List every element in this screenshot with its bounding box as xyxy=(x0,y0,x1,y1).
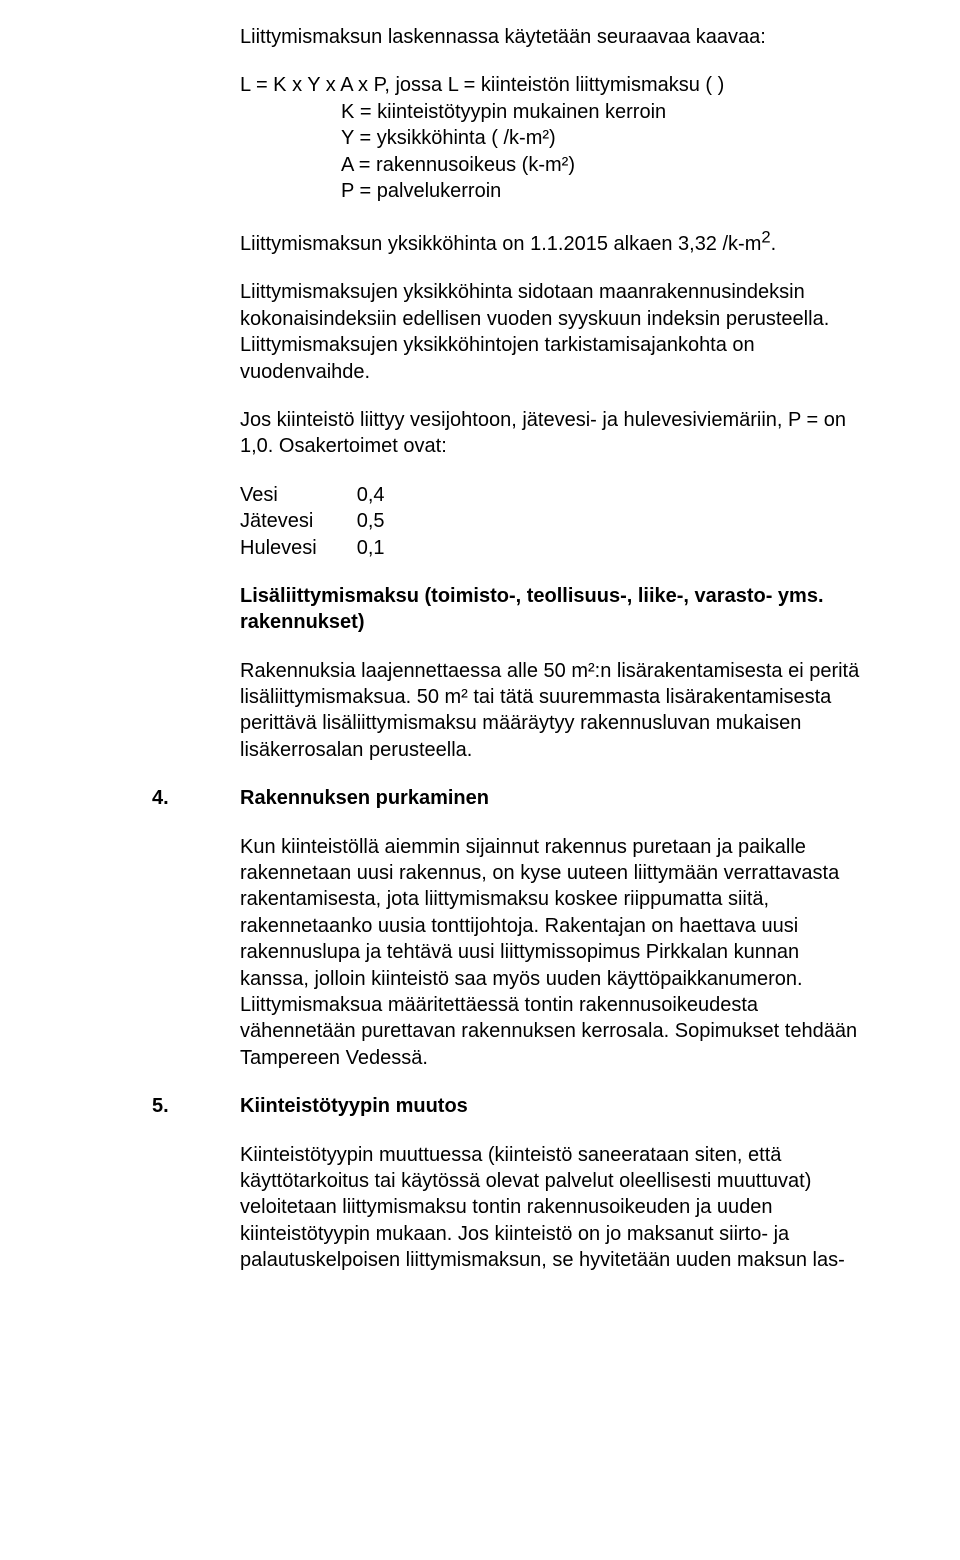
formula-line-1: L = K x Y x A x P, jossa L = kiinteistön… xyxy=(240,72,872,98)
coeff-label: Jätevesi xyxy=(240,508,357,534)
coefficients-table: Vesi 0,4 Jätevesi 0,5 Hulevesi 0,1 xyxy=(240,482,385,561)
formula-line-3: Y = yksikköhinta ( /k-m²) xyxy=(341,125,872,151)
coeff-label: Hulevesi xyxy=(240,535,357,561)
index-paragraph: Liittymismaksujen yksikköhinta sidotaan … xyxy=(240,279,872,385)
additional-fee-heading: Lisäliittymismaksu (toimisto-, teollisuu… xyxy=(240,583,872,636)
unit-price-paragraph: Liittymismaksun yksikköhinta on 1.1.2015… xyxy=(240,226,872,257)
coefficients-intro: Jos kiinteistö liittyy vesijohtoon, jäte… xyxy=(240,407,872,460)
coeff-value: 0,5 xyxy=(357,508,385,534)
formula-block: L = K x Y x A x P, jossa L = kiinteistön… xyxy=(240,72,872,204)
table-row: Jätevesi 0,5 xyxy=(240,508,385,534)
section-4-heading: 4.Rakennuksen purkaminen xyxy=(152,785,872,811)
section-title: Rakennuksen purkaminen xyxy=(240,787,489,809)
section-number: 5. xyxy=(152,1093,240,1119)
coeff-value: 0,1 xyxy=(357,535,385,561)
section-number: 4. xyxy=(152,785,240,811)
section-5-heading: 5.Kiinteistötyypin muutos xyxy=(152,1093,872,1119)
unit-price-text: Liittymismaksun yksikköhinta on 1.1.2015… xyxy=(240,233,776,255)
formula-line-2: K = kiinteistötyypin mukainen kerroin xyxy=(341,99,872,125)
section-title: Kiinteistötyypin muutos xyxy=(240,1095,468,1117)
additional-fee-body: Rakennuksia laajennettaessa alle 50 m²:n… xyxy=(240,658,872,764)
intro-paragraph: Liittymismaksun laskennassa käytetään se… xyxy=(240,24,872,50)
table-row: Vesi 0,4 xyxy=(240,482,385,508)
coeff-label: Vesi xyxy=(240,482,357,508)
section-5-body: Kiinteistötyypin muuttuessa (kiinteistö … xyxy=(240,1142,872,1274)
section-4-body: Kun kiinteistöllä aiemmin sijainnut rake… xyxy=(240,834,872,1072)
coeff-value: 0,4 xyxy=(357,482,385,508)
formula-line-4: A = rakennusoikeus (k-m²) xyxy=(341,152,872,178)
table-row: Hulevesi 0,1 xyxy=(240,535,385,561)
formula-line-5: P = palvelukerroin xyxy=(341,178,872,204)
